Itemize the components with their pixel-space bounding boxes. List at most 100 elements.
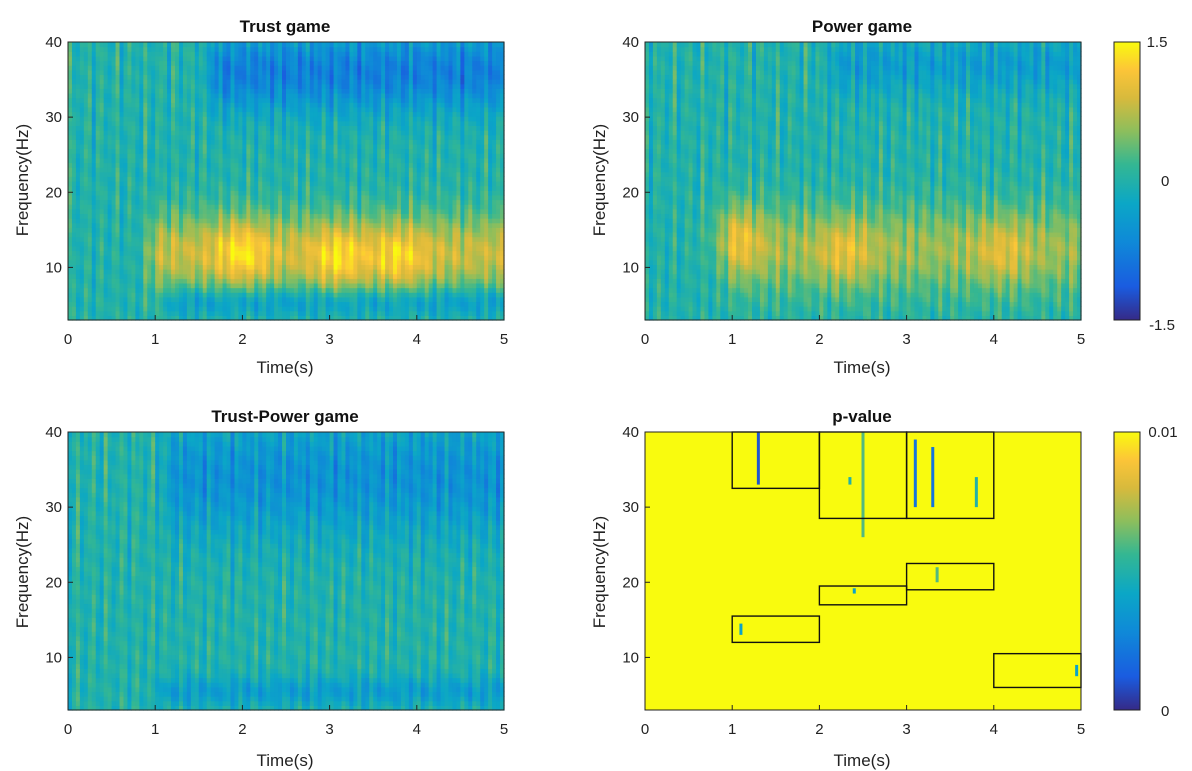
- heatmap-cell: [167, 88, 172, 93]
- heatmap-cell: [219, 311, 224, 316]
- heatmap-cell: [167, 237, 172, 242]
- heatmap-cell: [88, 107, 93, 112]
- heatmap-cell: [131, 176, 136, 181]
- heatmap-cell: [238, 186, 243, 191]
- heatmap-cell: [266, 246, 271, 251]
- heatmap-cell: [155, 227, 160, 232]
- heatmap-cell: [104, 65, 109, 70]
- heatmap-cell: [207, 209, 212, 214]
- heatmap-cell: [96, 306, 101, 311]
- heatmap-cell: [108, 135, 113, 140]
- heatmap-cell: [108, 88, 113, 93]
- heatmap-cell: [123, 56, 128, 61]
- heatmap-cell: [147, 172, 152, 177]
- heatmap-cell: [179, 223, 184, 228]
- heatmap-cell: [175, 51, 180, 56]
- heatmap-cell: [183, 56, 188, 61]
- heatmap-cell: [92, 61, 97, 66]
- heatmap-cell: [112, 213, 117, 218]
- heatmap-cell: [175, 283, 180, 288]
- heatmap-cell: [203, 213, 208, 218]
- heatmap-cell: [242, 162, 247, 167]
- heatmap-cell: [96, 227, 101, 232]
- heatmap-cell: [238, 269, 243, 274]
- heatmap-cell: [116, 162, 121, 167]
- heatmap-cell: [127, 200, 132, 205]
- heatmap-cell: [223, 218, 228, 223]
- heatmap-cell: [223, 264, 228, 269]
- heatmap-cell: [207, 88, 212, 93]
- heatmap-cell: [88, 88, 93, 93]
- heatmap-cell: [203, 135, 208, 140]
- heatmap-cell: [219, 218, 224, 223]
- heatmap-cell: [179, 237, 184, 242]
- heatmap-cell: [88, 227, 93, 232]
- heatmap-cell: [246, 116, 251, 121]
- heatmap-cell: [227, 176, 232, 181]
- heatmap-cell: [254, 213, 259, 218]
- heatmap-cell: [187, 283, 192, 288]
- heatmap-cell: [84, 167, 89, 172]
- heatmap-cell: [135, 125, 140, 130]
- heatmap-cell: [171, 292, 176, 297]
- heatmap-cell: [100, 47, 105, 52]
- heatmap-cell: [155, 116, 160, 121]
- heatmap-cell: [112, 227, 117, 232]
- heatmap-cell: [167, 47, 172, 52]
- heatmap-cell: [123, 260, 128, 265]
- heatmap-cell: [84, 47, 89, 52]
- heatmap-cell: [123, 181, 128, 186]
- heatmap-cell: [120, 269, 125, 274]
- heatmap-cell: [123, 274, 128, 279]
- heatmap-cell: [179, 195, 184, 200]
- heatmap-cell: [179, 301, 184, 306]
- heatmap-cell: [254, 306, 259, 311]
- heatmap-cell: [72, 176, 77, 181]
- heatmap-cell: [203, 190, 208, 195]
- heatmap-cell: [139, 144, 144, 149]
- heatmap-cell: [187, 278, 192, 283]
- heatmap-cell: [199, 260, 204, 265]
- heatmap-cell: [167, 74, 172, 79]
- heatmap-cell: [262, 274, 267, 279]
- heatmap-cell: [195, 232, 200, 237]
- heatmap-cell: [163, 88, 168, 93]
- heatmap-cell: [76, 218, 81, 223]
- heatmap-cell: [76, 88, 81, 93]
- heatmap-cell: [155, 213, 160, 218]
- heatmap-cell: [246, 237, 251, 242]
- heatmap-cell: [250, 274, 255, 279]
- heatmap-cell: [171, 232, 176, 237]
- heatmap-cell: [108, 56, 113, 61]
- heatmap-cell: [147, 311, 152, 316]
- heatmap-cell: [262, 112, 267, 117]
- heatmap-cell: [135, 135, 140, 140]
- heatmap-cell: [238, 306, 243, 311]
- heatmap-cell: [242, 153, 247, 158]
- heatmap-cell: [175, 181, 180, 186]
- heatmap-cell: [72, 255, 77, 260]
- heatmap-cell: [207, 181, 212, 186]
- heatmap-cell: [234, 51, 239, 56]
- heatmap-cell: [135, 288, 140, 293]
- heatmap-cell: [195, 61, 200, 66]
- heatmap-cell: [191, 200, 196, 205]
- heatmap-cell: [147, 204, 152, 209]
- heatmap-cell: [191, 56, 196, 61]
- heatmap-cell: [187, 209, 192, 214]
- heatmap-cell: [242, 51, 247, 56]
- heatmap-cell: [68, 139, 73, 144]
- heatmap-cell: [207, 246, 212, 251]
- heatmap-cell: [234, 102, 239, 107]
- heatmap-cell: [211, 112, 216, 117]
- heatmap-cell: [254, 167, 259, 172]
- heatmap-cell: [100, 251, 105, 256]
- heatmap-cell: [135, 209, 140, 214]
- heatmap-cell: [187, 251, 192, 256]
- heatmap-cell: [207, 84, 212, 89]
- heatmap-cell: [143, 292, 148, 297]
- heatmap-cell: [96, 269, 101, 274]
- heatmap-cell: [143, 167, 148, 172]
- heatmap-cell: [147, 209, 152, 214]
- heatmap-cell: [139, 79, 144, 84]
